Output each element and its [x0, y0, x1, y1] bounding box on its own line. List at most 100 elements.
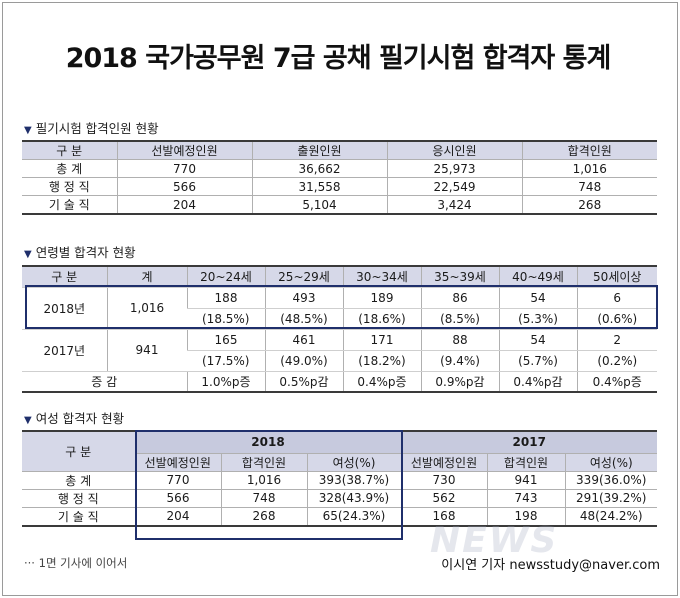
section2-heading: ▼ 연령별 합격자 현황 — [24, 242, 136, 261]
table-cell: (0.2%) — [576, 350, 657, 372]
section1-heading-text: 필기시험 합격인원 현황 — [35, 121, 159, 136]
table-cell: 171 — [342, 329, 421, 351]
header-cell: 20~24세 — [186, 266, 265, 288]
table-cell: (18.6%) — [342, 308, 421, 330]
table-cell: 743 — [486, 489, 565, 508]
table-cell: (5.7%) — [498, 350, 577, 372]
table-cell: (9.4%) — [420, 350, 499, 372]
table-cell: 339(36.0%) — [564, 471, 657, 490]
section3-heading-text: 여성 합격자 현황 — [35, 411, 125, 426]
table-cell: 493 — [264, 287, 343, 309]
table-cell: 198 — [486, 507, 565, 526]
header-cell: 선발예정인원 — [135, 453, 221, 472]
table-cell: 2 — [576, 329, 657, 351]
table-cell: 770 — [134, 471, 221, 490]
triangle-down-icon: ▼ — [24, 415, 32, 426]
table-row: 증 감 1.0%p증 0.5%p감 0.4%p증 0.9%p감 0.4%p감 0… — [22, 371, 657, 393]
table-cell: (48.5%) — [264, 308, 343, 330]
table-cell: 0.4%p증 — [342, 371, 421, 393]
table-cell: 566 — [116, 177, 252, 196]
table-row: 기 술 직 204 5,104 3,424 268 — [22, 195, 657, 215]
header-cell: 선발예정인원 — [116, 141, 252, 160]
table-cell: 48(24.2%) — [564, 507, 657, 526]
header-cell: 50세이상 — [576, 266, 657, 288]
table-cell: 941 — [486, 471, 565, 490]
header-cell: 합격인원 — [486, 453, 565, 472]
table-cell: 204 — [134, 507, 221, 526]
table-row: 총 계 770 36,662 25,973 1,016 — [22, 159, 657, 178]
table-cell: (18.5%) — [187, 308, 265, 330]
table-cell: (5.3%) — [498, 308, 577, 330]
row-label: 행 정 직 — [22, 177, 117, 196]
table-header-row: 구 분 계 20~24세 25~29세 30~34세 35~39세 40~49세… — [22, 266, 657, 288]
table-cell: 748 — [521, 177, 657, 196]
table-row: 기 술 직 204 268 65(24.3%) 168 198 48(24.2%… — [22, 507, 657, 526]
table-header-row: 선발예정인원 합격인원 여성(%) 선발예정인원 합격인원 여성(%) — [22, 453, 657, 472]
row-label: 행 정 직 — [22, 489, 135, 508]
table-cell: 1.0%p증 — [186, 371, 265, 393]
table-cell: 0.4%p증 — [576, 371, 657, 393]
page-title: 2018 국가공무원 7급 공채 필기시험 합격자 통계 — [65, 43, 612, 74]
table-cell: 189 — [342, 287, 421, 309]
table-cell: 86 — [420, 287, 499, 309]
table-cell: (49.0%) — [264, 350, 343, 372]
table-cell: 25,973 — [386, 159, 522, 178]
table-cell: 328(43.9%) — [306, 489, 401, 508]
year-header-2018: 2018 — [134, 431, 401, 454]
table-cell: 5,104 — [251, 195, 387, 215]
table-cell: 54 — [498, 287, 577, 309]
table-cell: 730 — [400, 471, 487, 490]
table-cell: 268 — [521, 195, 657, 215]
table-row: 2017년 941 165 461 171 88 54 2 — [22, 329, 657, 372]
passers-table: 구 분 선발예정인원 출원인원 응시인원 합격인원 총 계 770 36,662… — [22, 140, 657, 215]
table-cell: 562 — [400, 489, 487, 508]
row-label: 2018년 — [22, 287, 107, 330]
header-cell: 여성(%) — [564, 453, 657, 472]
header-cell: 합격인원 — [220, 453, 307, 472]
table-cell: 188 — [186, 287, 265, 309]
header-cell: 응시인원 — [386, 141, 522, 160]
table-cell: 461 — [264, 329, 343, 351]
header-cell: 출원인원 — [251, 141, 387, 160]
header-cell: 여성(%) — [306, 453, 401, 472]
table-cell: (18.2%) — [342, 350, 421, 372]
table-cell: 204 — [116, 195, 252, 215]
byline: 이시연 기자 newsstudy@naver.com — [441, 558, 660, 573]
table-cell: 0.4%p감 — [498, 371, 577, 393]
table-cell: 1,016 — [521, 159, 657, 178]
table-cell: 268 — [220, 507, 307, 526]
header-cell: 30~34세 — [342, 266, 421, 288]
header-cell: 선발예정인원 — [400, 453, 487, 472]
table-row: 총 계 770 1,016 393(38.7%) 730 941 339(36.… — [22, 471, 657, 490]
table-cell: 1,016 — [106, 287, 187, 330]
table-cell: 168 — [400, 507, 487, 526]
section2-heading-text: 연령별 합격자 현황 — [35, 245, 136, 260]
table-cell: 1,016 — [220, 471, 307, 490]
table-header-row: 구 분 2018 2017 — [22, 431, 657, 472]
row-label: 기 술 직 — [22, 195, 117, 215]
year-header-2017: 2017 — [400, 431, 657, 454]
table-cell: 22,549 — [386, 177, 522, 196]
table-row: 2018년 1,016 188 493 189 86 54 6 — [22, 287, 657, 330]
row-label: 2017년 — [22, 329, 107, 372]
header-cell: 25~29세 — [264, 266, 343, 288]
table-row: 행 정 직 566 31,558 22,549 748 — [22, 177, 657, 196]
table-cell: 0.9%p감 — [420, 371, 499, 393]
table-cell: 566 — [134, 489, 221, 508]
row-label: 기 술 직 — [22, 507, 135, 526]
women-table: 구 분 2018 2017 선발예정인원 합격인원 여성(%) 선발예정인원 합… — [22, 430, 657, 527]
triangle-down-icon: ▼ — [24, 249, 32, 260]
table-cell: 31,558 — [251, 177, 387, 196]
table-row: 행 정 직 566 748 328(43.9%) 562 743 291(39.… — [22, 489, 657, 508]
table-cell: 6 — [576, 287, 657, 309]
header-cell: 35~39세 — [420, 266, 499, 288]
footnote: ··· 1면 기사에 이어서 — [24, 556, 128, 570]
header-cell: 40~49세 — [498, 266, 577, 288]
section3-heading: ▼ 여성 합격자 현황 — [24, 408, 124, 427]
section1-heading: ▼ 필기시험 합격인원 현황 — [24, 118, 159, 137]
row-label: 총 계 — [22, 471, 135, 490]
table-cell: (0.6%) — [576, 308, 657, 330]
age-table: 구 분 계 20~24세 25~29세 30~34세 35~39세 40~49세… — [22, 265, 657, 393]
triangle-down-icon: ▼ — [24, 125, 32, 136]
table-cell: 88 — [420, 329, 499, 351]
